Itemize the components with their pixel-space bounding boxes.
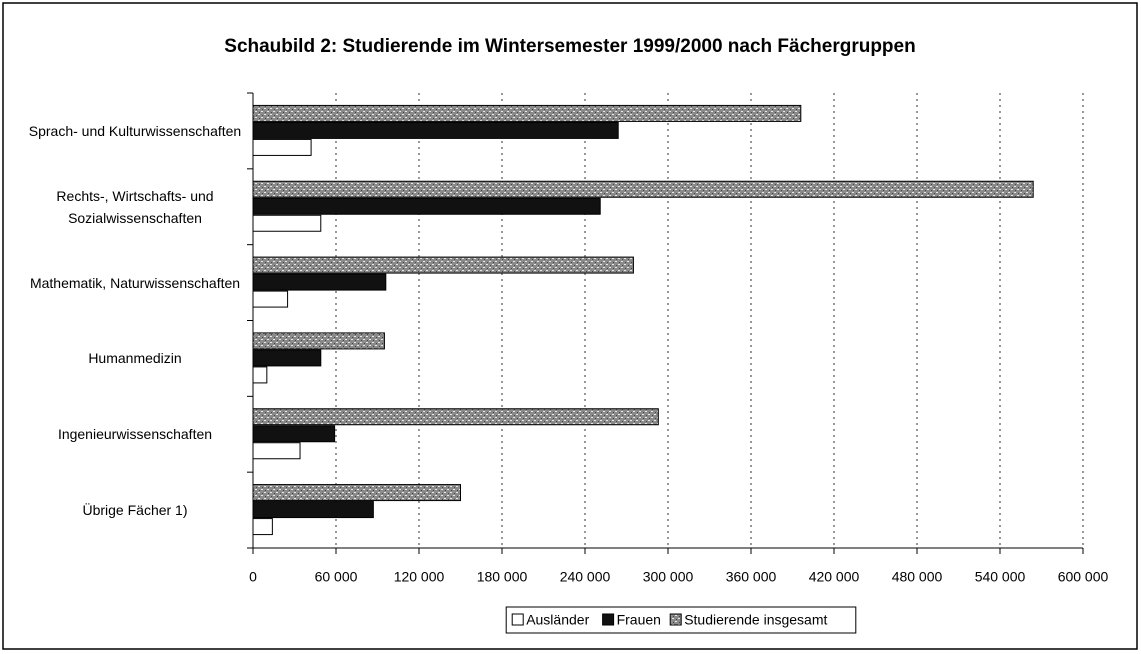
x-tick-label: 240 000 xyxy=(560,569,611,585)
bar xyxy=(252,121,619,139)
x-tick-label: 420 000 xyxy=(809,569,860,585)
category-label: Ingenieurwissenschaften xyxy=(57,426,213,443)
bar xyxy=(252,180,1034,198)
bar xyxy=(252,442,301,460)
bar xyxy=(252,408,659,426)
bar xyxy=(252,425,336,443)
category-label: Rechts-, Wirtschafts- und Sozialwissensc… xyxy=(56,187,214,226)
bar xyxy=(252,349,322,367)
bar xyxy=(252,484,461,502)
bar xyxy=(252,290,289,308)
x-tick-label: 600 000 xyxy=(1058,569,1109,585)
bar xyxy=(252,366,268,384)
x-tick-label: 60 000 xyxy=(315,569,358,585)
bar xyxy=(252,501,374,519)
bar xyxy=(252,197,601,215)
bar xyxy=(252,214,322,232)
legend-swatch xyxy=(669,613,682,626)
bar xyxy=(252,518,273,536)
bar xyxy=(252,332,385,350)
legend-label: Studierende insgesamt xyxy=(684,612,827,628)
chart-title: Schaubild 2: Studierende im Wintersemest… xyxy=(224,36,915,57)
bar xyxy=(252,138,312,156)
x-tick-label: 300 000 xyxy=(643,569,694,585)
legend-label: Ausländer xyxy=(526,612,589,628)
bar xyxy=(252,256,634,274)
x-tick-label: 120 000 xyxy=(394,569,445,585)
category-label: Sprach- und Kulturwissenschaften xyxy=(28,122,242,139)
bar xyxy=(252,104,802,122)
bar xyxy=(252,273,387,291)
x-tick-label: 540 000 xyxy=(975,569,1026,585)
x-tick-label: 480 000 xyxy=(892,569,943,585)
category-label: Übrige Fächer 1) xyxy=(82,502,188,519)
x-tick-label: 360 000 xyxy=(726,569,777,585)
legend-label: Frauen xyxy=(617,612,661,628)
x-tick-label: 180 000 xyxy=(477,569,528,585)
legend-swatch xyxy=(602,613,615,626)
legend-swatch xyxy=(511,613,524,626)
category-label: Humanmedizin xyxy=(88,350,182,367)
category-label: Mathematik, Naturwissenschaften xyxy=(29,274,241,291)
x-tick-label: 0 xyxy=(249,569,257,585)
